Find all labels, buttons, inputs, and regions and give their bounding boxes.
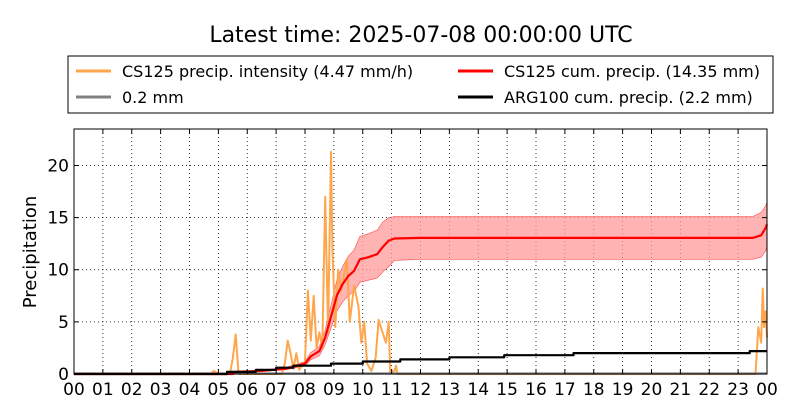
- x-tick-label: 01: [92, 380, 114, 400]
- x-tick-label: 02: [121, 380, 143, 400]
- x-tick-label: 13: [439, 380, 461, 400]
- x-tick-label: 00: [756, 380, 778, 400]
- x-tick-label: 00: [63, 380, 85, 400]
- x-axis-ticks: 00 01 02 03 04 05 06 07 08 09 10 11 12 13 14 15 16 17 18 19…: [63, 129, 778, 400]
- x-tick-label: 17: [554, 380, 576, 400]
- x-tick-label: 08: [294, 380, 316, 400]
- x-tick-label: 04: [179, 380, 201, 400]
- y-axis-label: Precipitation: [20, 196, 41, 309]
- x-tick-label: 06: [236, 380, 258, 400]
- x-tick-label: 16: [525, 380, 547, 400]
- legend-label: CS125 cum. precip. (14.35 mm): [504, 62, 760, 81]
- x-tick-label: 19: [612, 380, 634, 400]
- series-line-3: [74, 350, 767, 376]
- y-tick-label: 20: [47, 156, 69, 176]
- x-tick-label: 03: [150, 380, 172, 400]
- legend-box: [67, 55, 774, 114]
- x-tick-label: 18: [583, 380, 605, 400]
- legend-label: ARG100 cum. precip. (2.2 mm): [504, 88, 753, 107]
- x-tick-label: 12: [410, 380, 432, 400]
- x-tick-label: 09: [323, 380, 345, 400]
- x-tick-label: 22: [698, 380, 720, 400]
- y-tick-label: 0: [58, 365, 69, 385]
- x-tick-label: 23: [727, 380, 749, 400]
- cs125-uncertainty-band: [74, 201, 768, 375]
- x-tick-label: 10: [352, 380, 374, 400]
- x-tick-label: 21: [670, 380, 692, 400]
- y-axis-ticks: 0 5 10 15 20: [47, 156, 767, 385]
- y-tick-label: 10: [47, 261, 69, 281]
- x-tick-label: 07: [265, 380, 287, 400]
- x-tick-label: 11: [381, 380, 403, 400]
- x-tick-label: 05: [208, 380, 230, 400]
- x-tick-label: 14: [467, 380, 489, 400]
- x-tick-label: 15: [496, 380, 518, 400]
- legend-label: 0.2 mm: [122, 88, 184, 107]
- y-tick-label: 5: [58, 313, 69, 333]
- legend-label: CS125 precip. intensity (4.47 mm/h): [122, 62, 413, 81]
- chart-title: Latest time: 2025-07-08 00:00:00 UTC: [209, 23, 632, 48]
- uncertainty-band: [74, 201, 768, 375]
- x-tick-label: 20: [641, 380, 663, 400]
- legend: CS125 precip. intensity (4.47 mm/h) 0.2 m…: [67, 55, 774, 114]
- y-tick-label: 15: [47, 209, 69, 229]
